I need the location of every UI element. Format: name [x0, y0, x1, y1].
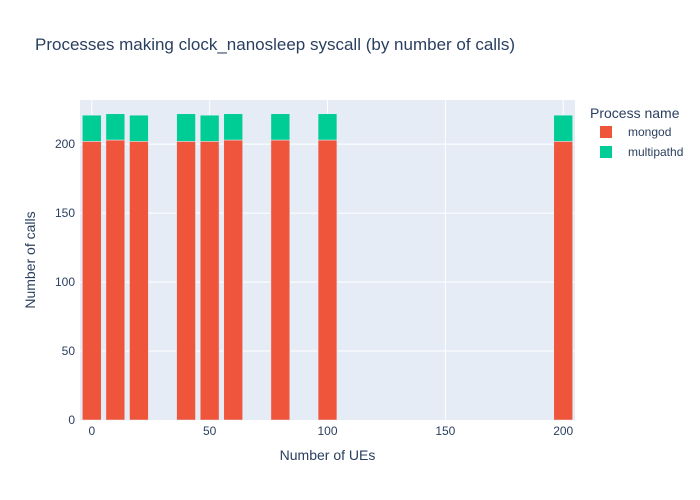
- legend-swatch-multipathd: [600, 146, 612, 158]
- bar-mongod-100[interactable]: [317, 139, 338, 421]
- x-tick-label: 200: [553, 424, 573, 438]
- y-tick-label: 50: [62, 344, 76, 358]
- bar-multipathd-80[interactable]: [270, 113, 291, 141]
- bar-multipathd-60[interactable]: [223, 113, 243, 141]
- legend-label-multipathd: multipathd: [628, 145, 683, 159]
- bar-mongod-60[interactable]: [223, 139, 243, 421]
- y-tick-label: 0: [68, 413, 75, 427]
- legend-swatch-mongod: [600, 126, 612, 138]
- bar-mongod-40[interactable]: [176, 141, 196, 421]
- x-tick-label: 100: [317, 424, 337, 438]
- x-tick-label: 50: [203, 424, 217, 438]
- bar-mongod-0[interactable]: [82, 141, 102, 421]
- x-axis-title: Number of UEs: [280, 447, 376, 463]
- legend-title: Process name: [590, 105, 680, 121]
- bar-mongod-50[interactable]: [199, 141, 220, 421]
- bar-multipathd-50[interactable]: [199, 114, 220, 142]
- bar-multipathd-10[interactable]: [105, 113, 126, 141]
- legend[interactable]: Process name mongod multipathd: [590, 105, 683, 159]
- bar-multipathd-20[interactable]: [129, 114, 149, 142]
- bar-mongod-20[interactable]: [129, 141, 149, 421]
- x-axis-ticks: 0 50 100 150 200: [88, 424, 573, 438]
- bar-mongod-200[interactable]: [553, 141, 573, 421]
- y-tick-label: 100: [55, 275, 75, 289]
- bar-multipathd-0[interactable]: [82, 114, 102, 142]
- y-tick-label: 150: [55, 206, 75, 220]
- y-axis-title: Number of calls: [22, 211, 38, 308]
- bar-mongod-10[interactable]: [105, 139, 126, 421]
- y-axis-ticks: 0 50 100 150 200: [55, 137, 75, 427]
- x-tick-label: 0: [88, 424, 95, 438]
- bar-multipathd-200[interactable]: [553, 114, 573, 142]
- bar-mongod-80[interactable]: [270, 139, 291, 421]
- chart-title: Processes making clock_nanosleep syscall…: [35, 35, 515, 54]
- legend-label-mongod: mongod: [628, 125, 671, 139]
- bar-multipathd-40[interactable]: [176, 113, 196, 142]
- bar-multipathd-100[interactable]: [317, 113, 338, 141]
- bars: [82, 113, 573, 421]
- x-tick-label: 150: [435, 424, 455, 438]
- y-tick-label: 200: [55, 137, 75, 151]
